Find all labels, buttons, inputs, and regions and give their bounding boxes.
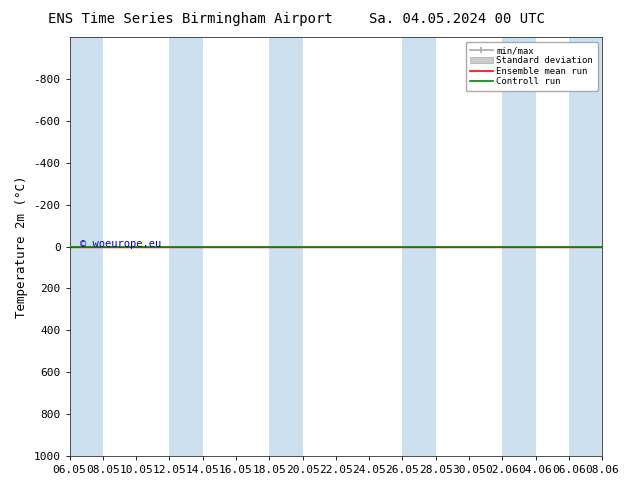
Bar <box>403 37 436 456</box>
Text: ENS Time Series Birmingham Airport: ENS Time Series Birmingham Airport <box>48 12 333 26</box>
Text: © woeurope.eu: © woeurope.eu <box>81 240 162 249</box>
Bar <box>569 37 602 456</box>
Bar <box>70 37 103 456</box>
Bar <box>169 37 203 456</box>
Y-axis label: Temperature 2m (°C): Temperature 2m (°C) <box>15 175 28 318</box>
Text: Sa. 04.05.2024 00 UTC: Sa. 04.05.2024 00 UTC <box>368 12 545 26</box>
Bar <box>502 37 536 456</box>
Legend: min/max, Standard deviation, Ensemble mean run, Controll run: min/max, Standard deviation, Ensemble me… <box>465 42 598 91</box>
Bar <box>269 37 302 456</box>
